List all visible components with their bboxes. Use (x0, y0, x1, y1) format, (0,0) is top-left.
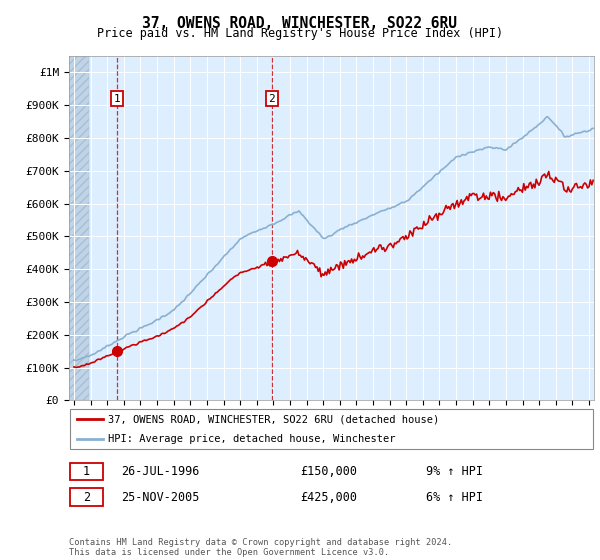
Text: 37, OWENS ROAD, WINCHESTER, SO22 6RU (detached house): 37, OWENS ROAD, WINCHESTER, SO22 6RU (de… (109, 414, 440, 424)
FancyBboxPatch shape (70, 463, 103, 480)
Text: Price paid vs. HM Land Registry's House Price Index (HPI): Price paid vs. HM Land Registry's House … (97, 27, 503, 40)
Text: 26-JUL-1996: 26-JUL-1996 (121, 465, 200, 478)
Bar (69, 56, 89, 400)
Text: HPI: Average price, detached house, Winchester: HPI: Average price, detached house, Winc… (109, 434, 396, 444)
Text: 25-NOV-2005: 25-NOV-2005 (121, 491, 200, 504)
Text: 1: 1 (113, 94, 120, 104)
Text: £150,000: £150,000 (300, 465, 357, 478)
Text: 9% ↑ HPI: 9% ↑ HPI (426, 465, 483, 478)
Text: 2: 2 (83, 491, 90, 504)
Text: 6% ↑ HPI: 6% ↑ HPI (426, 491, 483, 504)
Text: £425,000: £425,000 (300, 491, 357, 504)
Text: Contains HM Land Registry data © Crown copyright and database right 2024.
This d: Contains HM Land Registry data © Crown c… (69, 538, 452, 557)
Text: 37, OWENS ROAD, WINCHESTER, SO22 6RU: 37, OWENS ROAD, WINCHESTER, SO22 6RU (143, 16, 458, 31)
Text: 2: 2 (268, 94, 275, 104)
FancyBboxPatch shape (70, 488, 103, 506)
Text: 1: 1 (83, 465, 90, 478)
FancyBboxPatch shape (70, 409, 593, 449)
